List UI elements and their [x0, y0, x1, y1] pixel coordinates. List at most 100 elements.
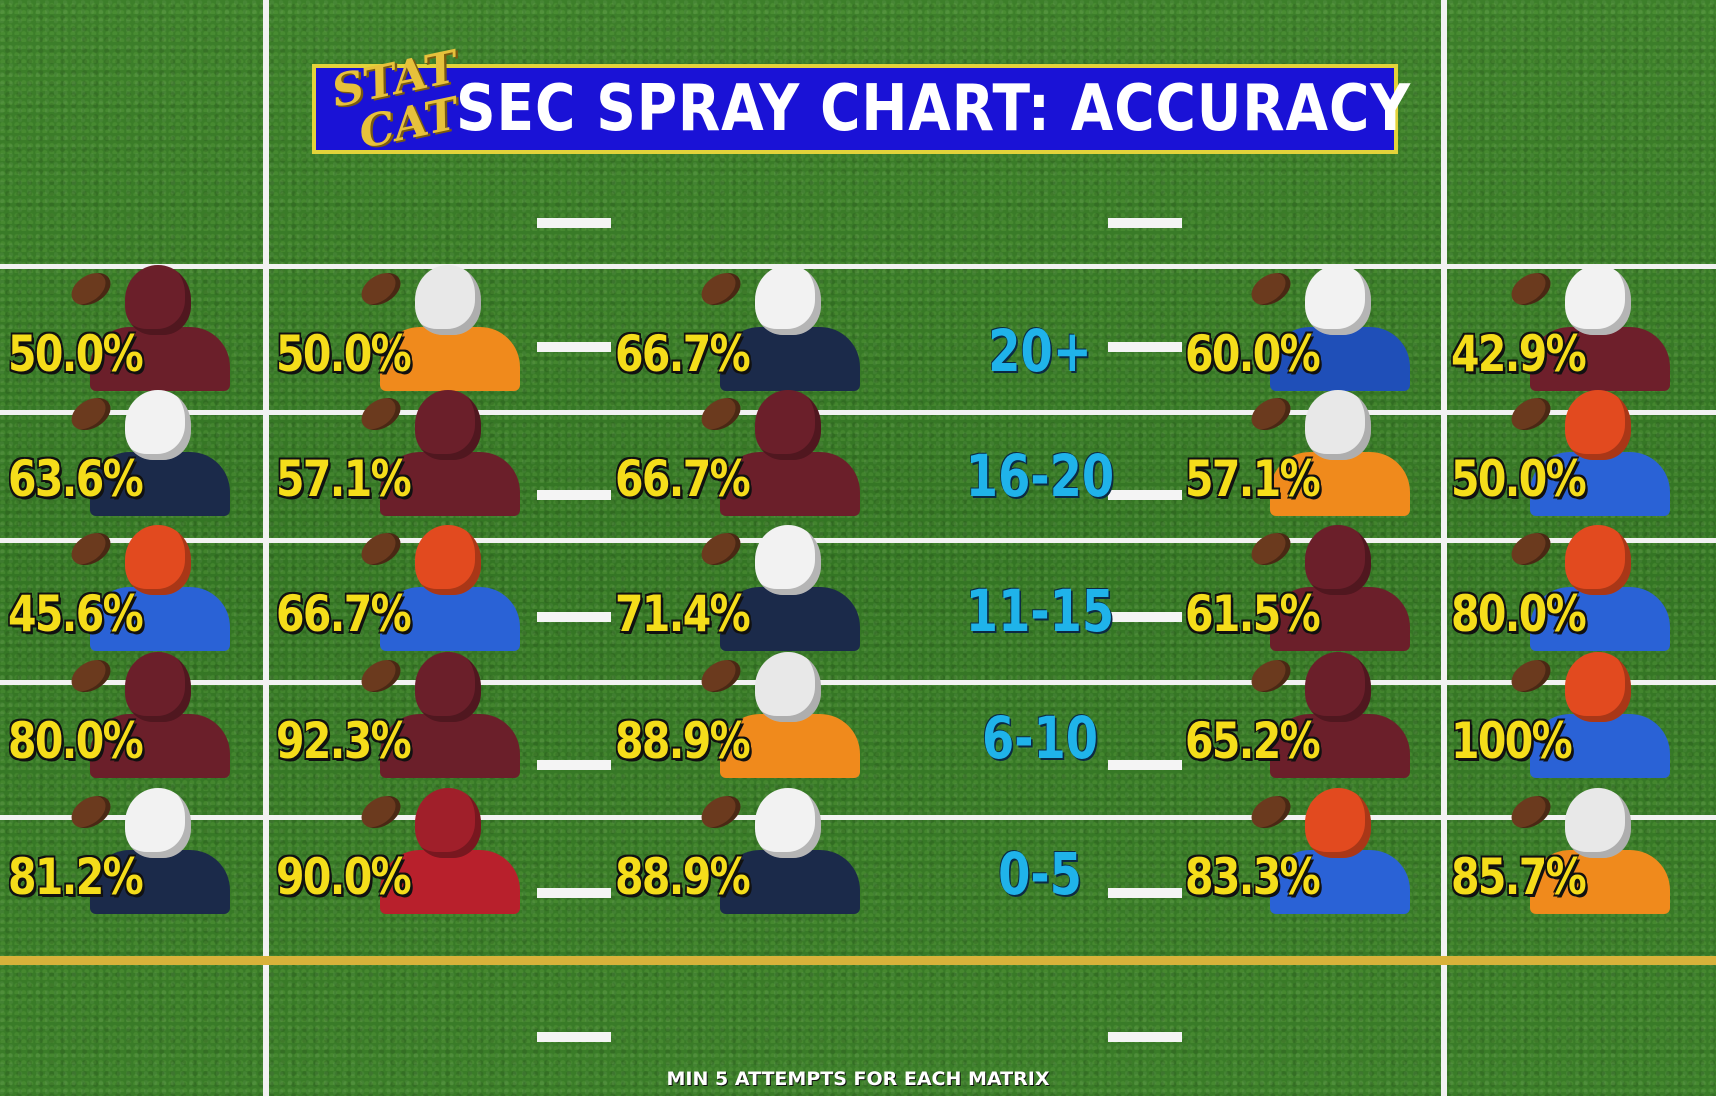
hash-mark — [1108, 342, 1182, 352]
jersey — [90, 587, 230, 651]
player-cutout-florida — [1505, 390, 1680, 516]
accuracy-value: 90.0% — [276, 848, 412, 906]
helmet-icon — [1565, 652, 1631, 722]
helmet-icon — [1565, 788, 1631, 858]
player-cutout-florida — [355, 525, 530, 651]
player-cutout-auburn — [695, 788, 870, 914]
jersey — [90, 452, 230, 516]
player-cutout-florida — [1505, 652, 1680, 778]
helmet-icon — [415, 788, 481, 858]
player-cutout-auburn — [65, 390, 240, 516]
player-cutout-alabama — [355, 788, 530, 914]
accuracy-value: 42.9% — [1451, 325, 1587, 383]
jersey — [90, 327, 230, 391]
helmet-icon — [125, 390, 191, 460]
helmet-icon — [755, 788, 821, 858]
accuracy-value: 66.7% — [615, 450, 751, 508]
player-cutout-tennessee — [1245, 390, 1420, 516]
hash-mark — [1108, 490, 1182, 500]
yard-line — [0, 538, 1716, 543]
player-cutout-florida — [1505, 525, 1680, 651]
football-icon — [355, 789, 407, 835]
helmet-icon — [755, 390, 821, 460]
accuracy-value: 81.2% — [8, 848, 144, 906]
jersey — [720, 850, 860, 914]
accuracy-value: 83.3% — [1185, 848, 1321, 906]
player-cutout-florida — [1245, 788, 1420, 914]
yard-line — [0, 410, 1716, 415]
player-cutout-texas-am — [1245, 652, 1420, 778]
helmet-icon — [1305, 788, 1371, 858]
stat-cat-logo: STAT CAT — [307, 33, 462, 175]
football-icon — [695, 653, 747, 699]
accuracy-value: 50.0% — [276, 325, 412, 383]
football-icon — [65, 391, 117, 437]
jersey — [720, 327, 860, 391]
accuracy-value: 71.4% — [615, 585, 751, 643]
football-icon — [65, 653, 117, 699]
football-icon — [1245, 266, 1297, 312]
jersey — [1270, 714, 1410, 778]
player-cutout-texas-am — [355, 390, 530, 516]
chart-title: SEC SPRAY CHART: ACCURACY — [456, 72, 1411, 146]
jersey — [380, 850, 520, 914]
helmet-icon — [1305, 525, 1371, 595]
football-icon — [355, 526, 407, 572]
football-icon — [65, 526, 117, 572]
hash-mark — [1108, 218, 1182, 228]
football-icon — [1505, 653, 1557, 699]
player-cutout-auburn — [695, 265, 870, 391]
jersey — [1270, 452, 1410, 516]
player-cutout-tennessee — [695, 652, 870, 778]
player-cutout-texas-am — [65, 265, 240, 391]
helmet-icon — [1565, 390, 1631, 460]
player-cutout-texas-am — [695, 390, 870, 516]
jersey — [720, 587, 860, 651]
football-icon — [695, 789, 747, 835]
helmet-icon — [125, 788, 191, 858]
jersey — [1530, 587, 1670, 651]
hash-mark — [1108, 888, 1182, 898]
player-cutout-auburn — [695, 525, 870, 651]
helmet-icon — [1565, 265, 1631, 335]
helmet-icon — [755, 525, 821, 595]
jersey — [1530, 714, 1670, 778]
hash-mark — [537, 1032, 611, 1042]
jersey — [720, 714, 860, 778]
football-icon — [1245, 653, 1297, 699]
hash-mark — [537, 888, 611, 898]
hash-mark — [1108, 612, 1182, 622]
helmet-icon — [125, 652, 191, 722]
player-cutout-tennessee — [1505, 788, 1680, 914]
player-cutout-auburn — [65, 788, 240, 914]
yard-line — [0, 264, 1716, 269]
jersey — [1270, 587, 1410, 651]
hash-mark — [537, 490, 611, 500]
distance-zone-label: 0-5 — [998, 840, 1082, 908]
football-icon — [1505, 526, 1557, 572]
hash-mark — [537, 218, 611, 228]
hash-mark — [537, 612, 611, 622]
accuracy-value: 100% — [1451, 712, 1573, 770]
jersey — [90, 714, 230, 778]
accuracy-value: 88.9% — [615, 712, 751, 770]
helmet-icon — [125, 525, 191, 595]
jersey — [380, 327, 520, 391]
jersey — [380, 452, 520, 516]
accuracy-value: 66.7% — [276, 585, 412, 643]
player-cutout-florida — [65, 525, 240, 651]
footnote: MIN 5 ATTEMPTS FOR EACH MATRIX — [666, 1068, 1050, 1090]
hash-mark — [537, 342, 611, 352]
accuracy-value: 50.0% — [8, 325, 144, 383]
accuracy-value: 57.1% — [276, 450, 412, 508]
helmet-icon — [755, 265, 821, 335]
football-icon — [1245, 789, 1297, 835]
helmet-icon — [1305, 390, 1371, 460]
helmet-icon — [1305, 265, 1371, 335]
football-icon — [1245, 526, 1297, 572]
jersey — [380, 587, 520, 651]
jersey — [1530, 452, 1670, 516]
player-cutout-kentucky — [1245, 265, 1420, 391]
player-cutout-texas-am — [1245, 525, 1420, 651]
